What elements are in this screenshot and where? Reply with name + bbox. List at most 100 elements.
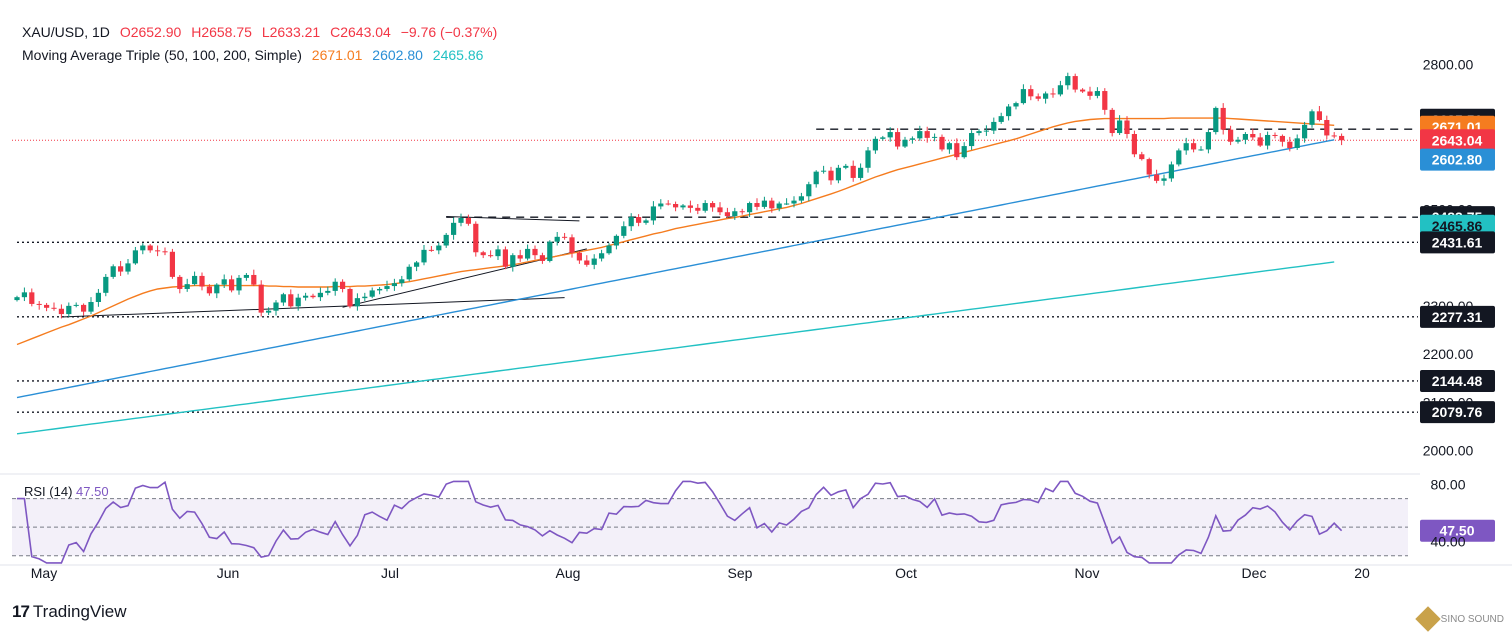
price-label-level: 2277.31 [1420, 305, 1495, 328]
candle [872, 136, 878, 154]
candle-body [1028, 89, 1034, 97]
candle-body [1154, 174, 1160, 181]
candle [1057, 80, 1063, 97]
candle-body [110, 266, 116, 277]
candle [103, 274, 109, 297]
candle-body [125, 263, 131, 272]
candle [451, 217, 457, 240]
price-label-box [1420, 369, 1495, 392]
candle-body [909, 138, 915, 140]
candle [199, 272, 205, 291]
candle [436, 242, 442, 255]
candle [1028, 85, 1034, 101]
candle [1094, 87, 1100, 99]
candle [954, 138, 960, 161]
price-label-ma100: 2602.80 [1420, 148, 1495, 171]
candle-body [606, 245, 612, 254]
candle-body [1316, 111, 1322, 120]
candle-body [1176, 150, 1182, 165]
candle-body [1035, 96, 1041, 99]
candle [791, 196, 797, 208]
candle-body [761, 200, 767, 207]
candle-body [465, 218, 471, 224]
candle [1250, 128, 1256, 141]
candle-body [680, 205, 686, 208]
candle-body [643, 220, 649, 223]
ma200-line [16, 261, 1335, 435]
price-axis[interactable]: 2000.002100.002200.002300.002500.002800.… [1420, 56, 1495, 549]
candle-body [1279, 135, 1285, 142]
candle [81, 303, 87, 316]
candle [702, 200, 708, 213]
time-tick: Dec [1242, 565, 1267, 581]
candle-body [384, 286, 390, 289]
candle-body [451, 222, 457, 235]
candle-body [258, 284, 264, 313]
candle [798, 192, 804, 204]
candle-body [835, 167, 841, 181]
price-tick: 2800.00 [1423, 56, 1474, 72]
candle [369, 287, 375, 299]
candle-body [687, 205, 693, 208]
candle-body [591, 258, 597, 265]
candle-body [162, 251, 168, 253]
candle [155, 245, 161, 257]
candle [650, 201, 656, 225]
price-label-box [1420, 401, 1495, 424]
candle [1035, 93, 1041, 102]
candle [192, 271, 198, 286]
candle-body [724, 212, 730, 217]
candle-body [1146, 159, 1152, 175]
candle [880, 135, 886, 141]
candle [132, 246, 138, 265]
candle-body [872, 138, 878, 151]
candle-body [599, 253, 605, 259]
rsi-header: RSI (14) 47.50 [24, 484, 109, 499]
candle [584, 255, 590, 267]
time-axis[interactable]: May Jun Jul Aug Sep Oct Nov Dec 20 [31, 565, 1370, 581]
candle-body [132, 250, 138, 264]
candle-body [510, 255, 516, 267]
tradingview-logo[interactable]: 17 TradingView [12, 602, 126, 622]
candle [695, 204, 701, 215]
candle [924, 126, 930, 143]
candle [747, 201, 753, 218]
candle-body [303, 295, 309, 298]
candle-body [747, 203, 753, 213]
candle [480, 250, 486, 259]
candle [125, 259, 131, 275]
price-label-text: 2602.80 [1432, 152, 1483, 168]
candle-body [66, 305, 72, 315]
candle [473, 221, 479, 257]
candle [288, 289, 294, 309]
candle [547, 240, 553, 263]
candle-body [280, 294, 286, 303]
candle [1124, 116, 1130, 139]
candle [599, 249, 605, 262]
candle-body [406, 266, 412, 280]
candle [332, 278, 338, 296]
candle-body [1109, 109, 1115, 134]
candle-body [1124, 120, 1130, 134]
candle-body [236, 277, 242, 291]
candle [421, 245, 427, 266]
candle [280, 292, 286, 306]
candle [488, 250, 494, 258]
price-label-text: 2144.48 [1432, 373, 1483, 389]
candle-body [14, 297, 20, 301]
candle-body [613, 235, 619, 246]
candle-body [954, 143, 960, 158]
candle [673, 201, 679, 212]
candle-body [1191, 143, 1197, 150]
candle-body [791, 200, 797, 204]
rsi-tick: 80.00 [1430, 476, 1465, 492]
horizontal-levels [12, 128, 1418, 413]
candle-body [177, 276, 183, 289]
candle-body [991, 121, 997, 131]
candle-body [976, 131, 982, 134]
candle-body [206, 286, 212, 294]
candle [998, 112, 1004, 124]
candle [169, 248, 175, 279]
candle [1324, 115, 1330, 140]
